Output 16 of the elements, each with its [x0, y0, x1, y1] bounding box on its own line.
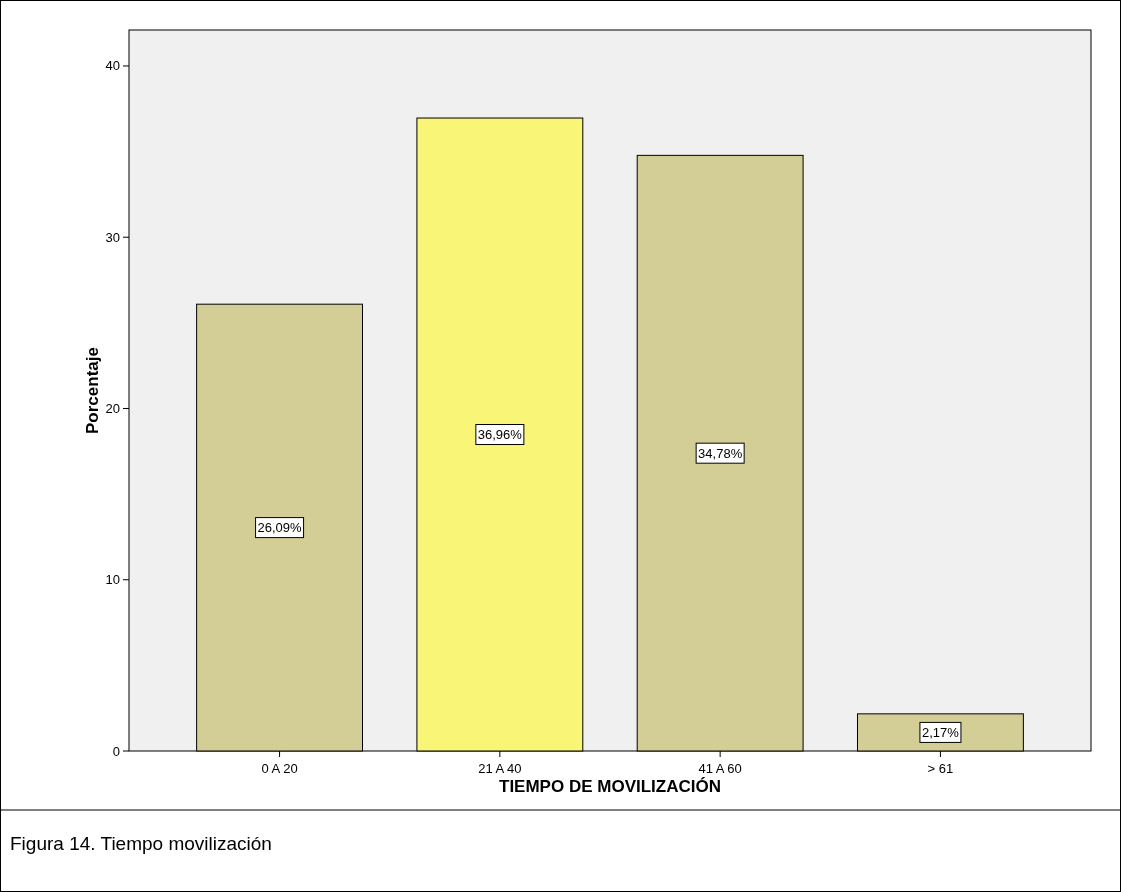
- data-label: 36,96%: [477, 427, 523, 443]
- y-tick-label: 40: [105, 58, 120, 74]
- data-label: 26,09%: [257, 520, 303, 536]
- y-tick-label: 30: [105, 229, 120, 245]
- x-axis-title: TIEMPO DE MOVILIZACIÓN: [499, 777, 721, 796]
- x-tick-label: 21 A 40: [478, 761, 522, 776]
- y-tick-label: 20: [105, 400, 120, 416]
- data-label: 34,78%: [698, 445, 743, 461]
- x-tick-label: 0 A 20: [261, 761, 298, 776]
- x-tick-label: > 61: [927, 761, 954, 776]
- y-tick-label: 0: [112, 743, 120, 759]
- y-tick-label: 10: [105, 572, 120, 588]
- data-label: 2,17%: [922, 724, 960, 740]
- y-axis-title: Porcentaje: [83, 347, 102, 434]
- text: Figura 14. Tiempo movilización: [10, 833, 272, 854]
- x-tick-label: 41 A 60: [698, 761, 742, 776]
